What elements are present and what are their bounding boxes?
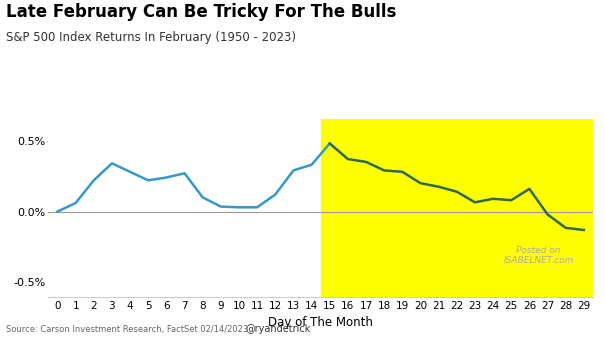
Bar — [321, 119, 593, 297]
Text: Posted on
ISABELNET.com: Posted on ISABELNET.com — [503, 246, 574, 265]
Text: Late February Can Be Tricky For The Bulls: Late February Can Be Tricky For The Bull… — [6, 3, 396, 21]
Text: S&P 500 Index Returns In February (1950 - 2023): S&P 500 Index Returns In February (1950 … — [6, 31, 296, 44]
Text: @ryandetrick: @ryandetrick — [246, 324, 311, 334]
X-axis label: Day of The Month: Day of The Month — [268, 316, 373, 329]
Text: Source: Carson Investment Research, FactSet 02/14/2023: Source: Carson Investment Research, Fact… — [6, 325, 248, 334]
